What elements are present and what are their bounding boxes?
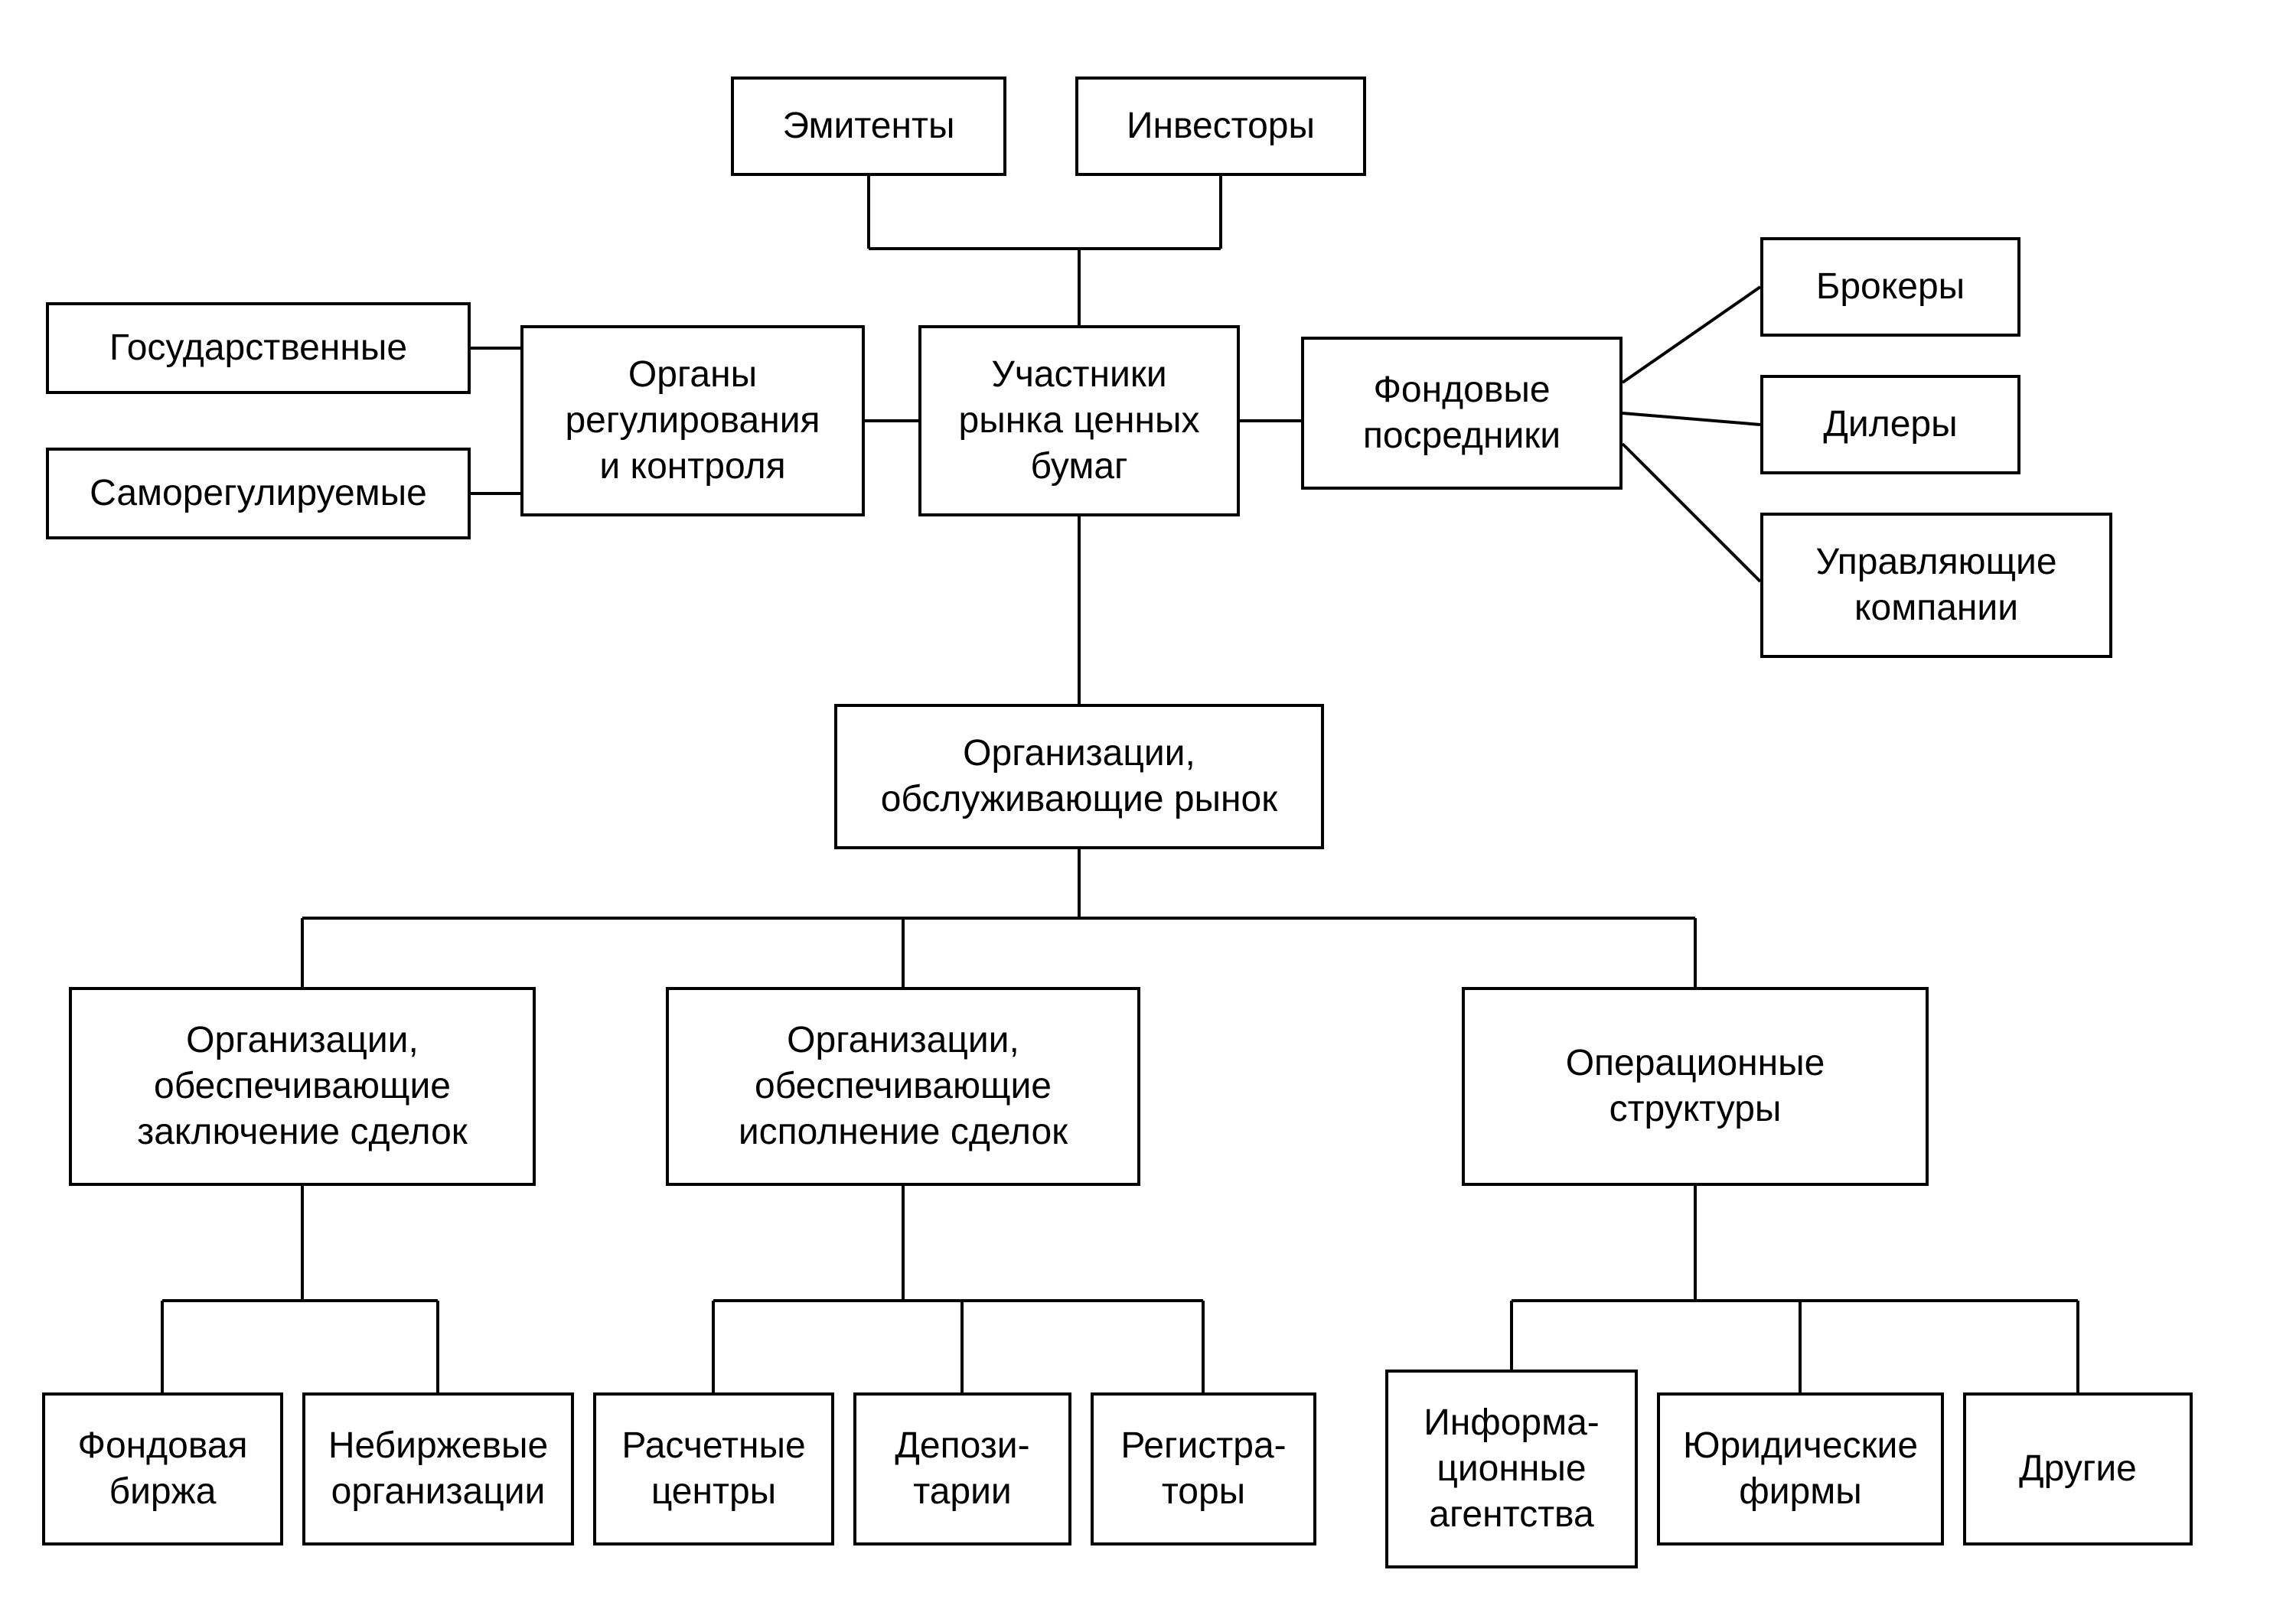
node-registrars: Регистра- торы <box>1091 1392 1316 1545</box>
node-label: Эмитенты <box>783 103 955 149</box>
node-mgmt: Управляющие компании <box>1760 513 2112 658</box>
node-others: Другие <box>1963 1392 2193 1545</box>
node-label: Фондовая биржа <box>77 1423 247 1515</box>
node-infoagencies: Информа- ционные агентства <box>1385 1370 1638 1568</box>
node-label: Организации, обеспечивающие заключение с… <box>137 1018 468 1155</box>
edge <box>1623 444 1760 581</box>
node-otc: Небиржевые организации <box>302 1392 574 1545</box>
node-selfreg: Саморегулируемые <box>46 448 471 539</box>
node-label: Организации, обеспечивающие исполнение с… <box>739 1018 1068 1155</box>
edge <box>1623 287 1760 383</box>
node-label: Управляющие компании <box>1815 539 2056 631</box>
node-label: Государственные <box>109 325 407 371</box>
node-gov: Государственные <box>46 302 471 394</box>
node-depo: Депози- тарии <box>853 1392 1071 1545</box>
node-label: Дилеры <box>1823 402 1957 448</box>
node-label: Участники рынка ценных бумаг <box>959 352 1200 490</box>
node-label: Небиржевые организации <box>328 1423 548 1515</box>
node-dealexec: Организации, обеспечивающие исполнение с… <box>666 987 1140 1186</box>
diagram-canvas: Эмитенты Инвесторы Государственные Саморегу… <box>0 0 2296 1609</box>
node-opstruct: Операционные структуры <box>1462 987 1929 1186</box>
node-label: Депози- тарии <box>895 1423 1029 1515</box>
node-label: Информа- ционные агентства <box>1424 1400 1600 1538</box>
node-dealmaking: Организации, обеспечивающие заключение с… <box>69 987 536 1186</box>
node-label: Фондовые посредники <box>1363 367 1561 459</box>
node-label: Органы регулирования и контроля <box>565 352 820 490</box>
node-investors: Инвесторы <box>1075 77 1366 176</box>
node-label: Организации, обслуживающие рынок <box>881 731 1278 822</box>
node-brokers: Брокеры <box>1760 237 2020 337</box>
node-clearing: Расчетные центры <box>593 1392 834 1545</box>
node-exchange: Фондовая биржа <box>42 1392 283 1545</box>
node-participants: Участники рынка ценных бумаг <box>918 325 1240 516</box>
node-label: Операционные структуры <box>1566 1041 1825 1132</box>
node-label: Брокеры <box>1816 264 1965 310</box>
node-intermed: Фондовые посредники <box>1301 337 1623 490</box>
node-label: Инвесторы <box>1127 103 1315 149</box>
node-service: Организации, обслуживающие рынок <box>834 704 1324 849</box>
node-label: Саморегулируемые <box>90 471 427 516</box>
node-label: Расчетные центры <box>621 1423 805 1515</box>
node-label: Регистра- торы <box>1120 1423 1286 1515</box>
node-label: Другие <box>2019 1446 2137 1492</box>
node-label: Юридические фирмы <box>1683 1423 1918 1515</box>
node-emitters: Эмитенты <box>731 77 1006 176</box>
node-dealers: Дилеры <box>1760 375 2020 474</box>
edge <box>1623 413 1760 425</box>
node-regulators: Органы регулирования и контроля <box>520 325 865 516</box>
node-lawfirms: Юридические фирмы <box>1657 1392 1944 1545</box>
